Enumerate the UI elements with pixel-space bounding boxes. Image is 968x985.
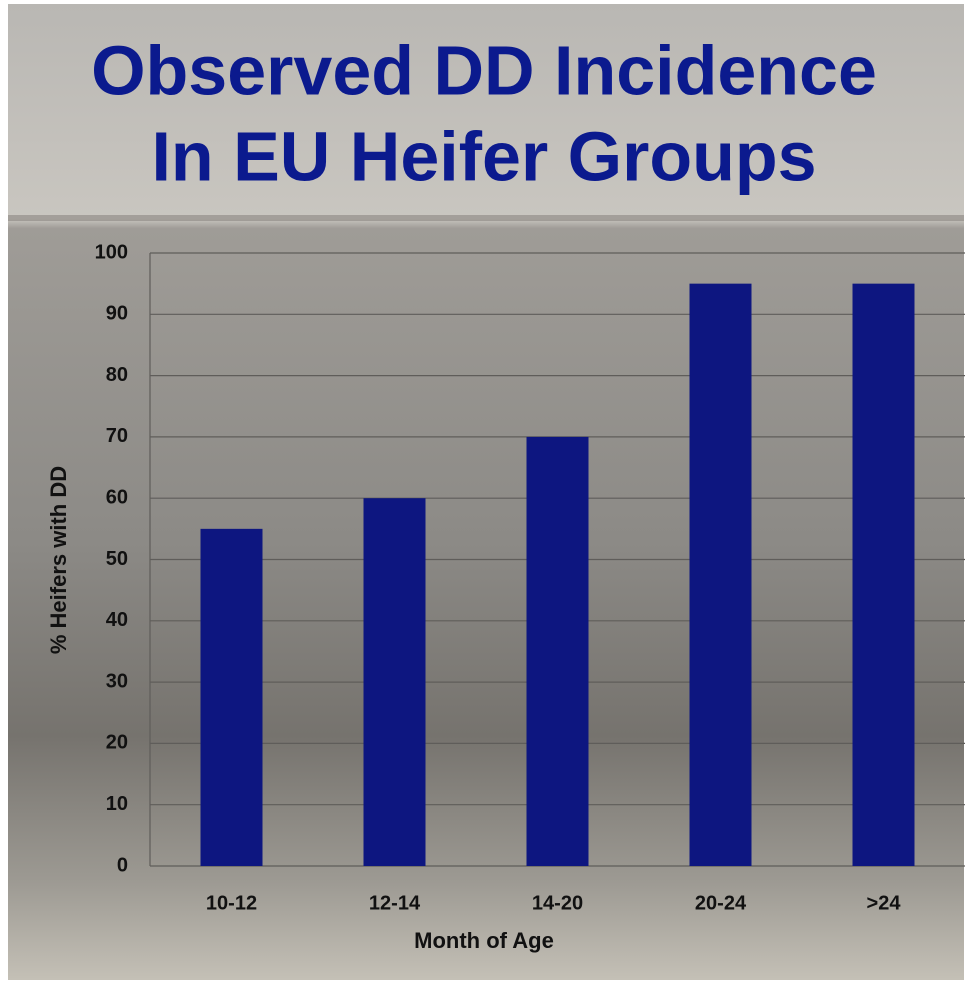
x-tick-label: >24: [867, 892, 902, 914]
y-tick-label: 100: [95, 241, 128, 263]
x-tick-label: 20-24: [695, 892, 747, 914]
x-tick-label: 14-20: [532, 892, 583, 914]
bar: [689, 283, 752, 866]
bar: [526, 436, 589, 866]
bar: [200, 528, 263, 866]
x-tick-label: 12-14: [369, 892, 421, 914]
y-tick-label: 70: [106, 425, 128, 447]
photo-background: [8, 4, 964, 980]
y-tick-label: 0: [117, 854, 128, 876]
chart-title: Observed DD Incidence: [91, 31, 877, 109]
y-tick-label: 60: [106, 486, 128, 508]
y-tick-label: 30: [106, 670, 128, 692]
chart-title: In EU Heifer Groups: [151, 117, 816, 195]
y-tick-label: 90: [106, 303, 128, 325]
y-axis-title: % Heifers with DD: [46, 466, 71, 654]
x-tick-label: 10-12: [206, 892, 257, 914]
y-tick-label: 10: [106, 793, 128, 815]
bar: [363, 498, 426, 866]
y-tick-label: 50: [106, 548, 128, 570]
y-tick-label: 80: [106, 364, 128, 386]
x-axis-title: Month of Age: [414, 928, 554, 953]
divider: [8, 215, 964, 221]
y-tick-label: 40: [106, 609, 128, 631]
bar: [852, 283, 915, 866]
y-tick-label: 20: [106, 732, 128, 754]
